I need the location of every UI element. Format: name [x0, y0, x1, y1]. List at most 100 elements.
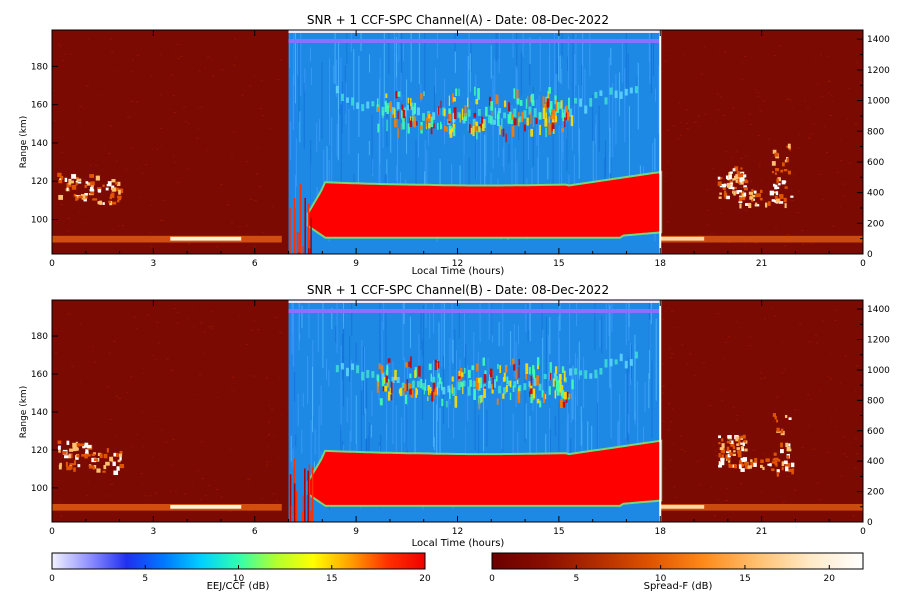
day-streak	[583, 356, 585, 408]
channel-b-title: SNR + 1 CCF-SPC Channel(B) - Date: 08-De…	[307, 283, 609, 297]
irregularity-cell	[380, 365, 384, 374]
irregularity-cell	[563, 370, 566, 382]
night-speckle	[258, 186, 262, 188]
spread-f-left-cell	[58, 194, 64, 200]
irregularity-cell	[496, 114, 500, 126]
day-streak	[340, 424, 342, 477]
night-speckle	[784, 369, 786, 371]
night-speckle	[154, 359, 158, 361]
day-streak	[655, 318, 657, 401]
irregularity-cell	[571, 379, 574, 390]
dawn-streak	[310, 510, 312, 522]
irregularity-cell	[566, 111, 570, 121]
irregularity-cell	[382, 384, 385, 392]
night-speckle	[79, 105, 82, 107]
night-speckle	[760, 378, 763, 380]
spread-f-left-cell	[93, 465, 97, 469]
spread-f-right-cell	[754, 457, 758, 463]
night-speckle	[854, 123, 858, 125]
day-streak	[398, 30, 400, 62]
night-speckle	[736, 321, 738, 323]
spread-f-left-cell	[73, 193, 77, 197]
irregularity-cell	[467, 97, 469, 108]
spread-f-left-cell	[117, 199, 120, 203]
echo-arc-cell	[391, 376, 395, 384]
day-streak	[559, 338, 561, 372]
day-streak	[362, 345, 364, 416]
day-streak	[572, 30, 574, 106]
day-streak	[561, 125, 563, 188]
spread-f-right-cell	[788, 468, 793, 473]
night-speckle	[86, 494, 88, 496]
dawn-streak	[307, 203, 310, 249]
day-streak	[475, 74, 477, 108]
echo-arc-cell	[340, 93, 344, 102]
night-speckle	[240, 94, 244, 96]
irregularity-cell	[559, 382, 562, 389]
day-streak	[301, 429, 303, 454]
day-streak	[345, 82, 347, 125]
channel-a-ytick-label: 180	[31, 62, 48, 72]
irregularity-cell	[441, 398, 444, 407]
night-speckle	[150, 204, 153, 206]
spread-f-right-cell	[739, 203, 742, 209]
irregularity-cell	[458, 88, 460, 97]
night-speckle	[839, 160, 843, 162]
night-speckle	[257, 329, 260, 331]
day-streak	[340, 104, 342, 190]
night-speckle	[840, 205, 842, 207]
irregularity-cell	[554, 371, 557, 376]
night-speckle	[221, 68, 224, 70]
irregularity-cell	[378, 363, 381, 370]
irregularity-cell	[511, 114, 514, 120]
night-speckle	[834, 320, 837, 322]
night-speckle	[279, 376, 281, 378]
day-streak	[525, 403, 527, 439]
echo-arc-cell	[629, 87, 633, 94]
irregularity-cell	[462, 382, 464, 395]
day-streak	[485, 118, 487, 164]
day-streak	[558, 392, 560, 478]
channel-b-xtick-label: 15	[553, 527, 564, 537]
irregularity-cell	[423, 91, 425, 97]
spread-f-right-cell	[783, 460, 788, 465]
spread-f-right-cell	[726, 446, 730, 452]
night-speckle	[179, 55, 183, 57]
night-speckle	[859, 347, 861, 349]
night-speckle	[279, 59, 283, 61]
spread-f-left-cell	[84, 453, 88, 459]
night-speckle	[107, 495, 110, 497]
echo-arc-cell	[498, 108, 502, 114]
day-streak	[592, 140, 594, 204]
night-speckle	[104, 463, 106, 465]
day-streak	[479, 300, 481, 343]
channel-a-heatmap	[52, 30, 863, 254]
night-speckle	[855, 365, 859, 367]
night-speckle	[819, 390, 822, 392]
day-streak	[581, 64, 583, 86]
spread-f-right-cell	[777, 177, 781, 182]
night-speckle	[89, 164, 93, 166]
night-speckle	[721, 399, 724, 401]
spread-f-left-cell	[75, 455, 79, 460]
day-streak	[547, 334, 549, 396]
echo-arc-cell	[492, 119, 496, 125]
irregularity-cell	[410, 98, 412, 107]
irregularity-cell	[516, 379, 519, 384]
day-streak	[566, 56, 568, 72]
night-speckle	[666, 160, 669, 162]
night-speckle	[664, 60, 668, 62]
night-speckle	[812, 448, 816, 450]
night-speckle	[72, 172, 76, 174]
echo-arc-cell	[492, 379, 496, 388]
spread-f-right-cell	[780, 449, 784, 454]
night-speckle	[255, 173, 259, 175]
irregularity-cell	[555, 366, 558, 374]
irregularity-cell	[530, 388, 533, 398]
day-streak	[517, 431, 519, 469]
dawn-streak	[307, 470, 309, 522]
echo-arc-cell	[472, 380, 476, 388]
irregularity-cell	[474, 121, 478, 133]
day-streak	[385, 311, 387, 376]
night-speckle	[88, 481, 90, 483]
